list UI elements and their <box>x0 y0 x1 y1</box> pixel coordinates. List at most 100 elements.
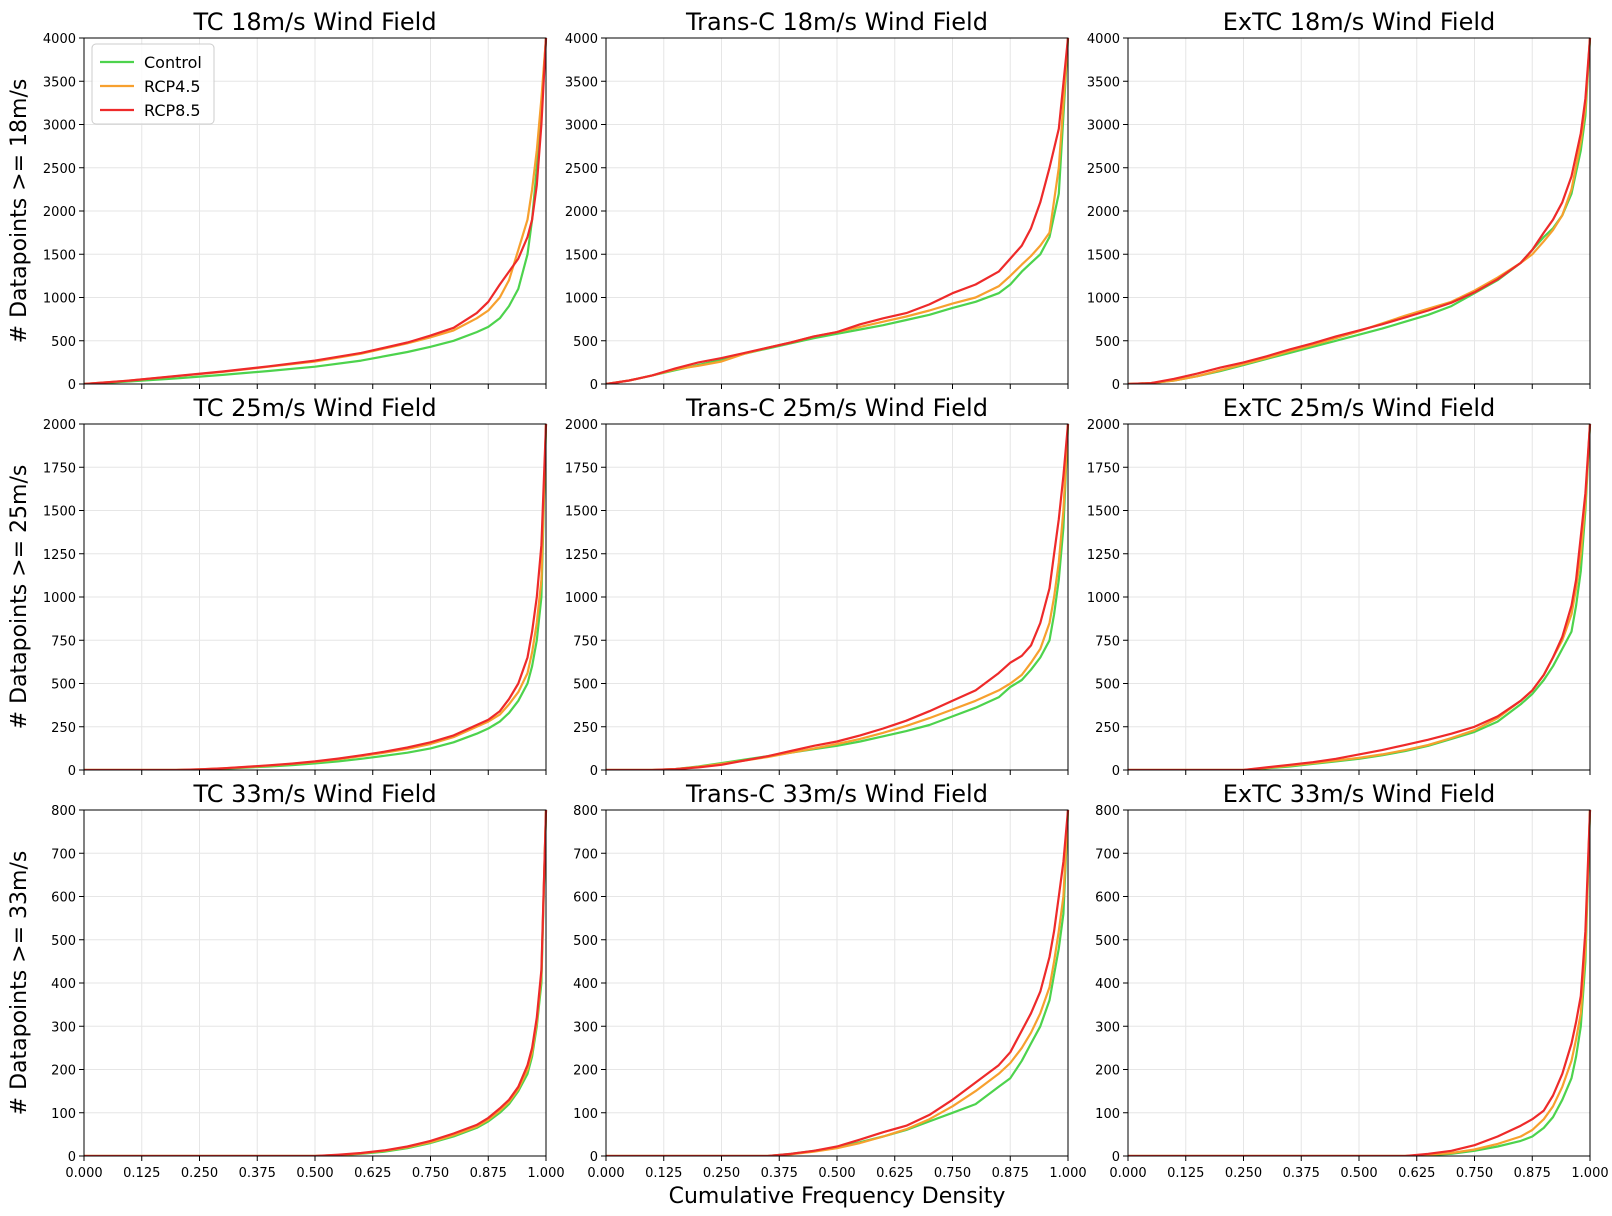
y-tick-label: 2500 <box>43 162 76 177</box>
y-tick-label: 500 <box>1095 335 1120 350</box>
y-tick-label: 1000 <box>565 591 598 606</box>
figure-xlabel: Cumulative Frequency Density <box>669 1184 1006 1209</box>
y-tick-label: 750 <box>573 634 598 649</box>
y-tick-label: 2000 <box>565 418 598 433</box>
y-tick-label: 0 <box>68 1150 76 1165</box>
y-tick-label: 700 <box>51 847 76 862</box>
x-tick-label: 0.875 <box>1514 1166 1551 1181</box>
y-tick-label: 500 <box>1095 934 1120 949</box>
y-tick-label: 1250 <box>565 548 598 563</box>
y-tick-label: 1500 <box>1087 248 1120 263</box>
y-tick-label: 1250 <box>43 548 76 563</box>
x-tick-label: 0.500 <box>296 1166 333 1181</box>
y-tick-label: 800 <box>1095 804 1120 819</box>
y-tick-label: 800 <box>51 804 76 819</box>
legend-label: Control <box>144 53 202 72</box>
x-tick-label: 0.125 <box>123 1166 160 1181</box>
y-tick-label: 4000 <box>43 32 76 47</box>
y-tick-label: 500 <box>51 335 76 350</box>
y-tick-label: 250 <box>1095 721 1120 736</box>
y-tick-label: 2000 <box>43 205 76 220</box>
series-line <box>606 37 1070 384</box>
legend-box <box>91 43 215 125</box>
x-tick-label: 0.375 <box>761 1166 798 1181</box>
panel-title: ExTC 18m/s Wind Field <box>1223 8 1495 36</box>
y-tick-label: 100 <box>1095 1107 1120 1122</box>
y-tick-label: 3500 <box>43 75 76 90</box>
y-tick-label: 1000 <box>43 591 76 606</box>
x-tick-label: 0.125 <box>645 1166 682 1181</box>
series-line <box>1128 423 1592 770</box>
x-tick-label: 0.250 <box>703 1166 740 1181</box>
y-tick-label: 300 <box>573 1020 598 1035</box>
x-tick-label: 0.625 <box>354 1166 391 1181</box>
chart-panel: 0 250 500 750 1000 1250 1500 1750 2000 ExTC 25m/s… <box>1087 394 1592 779</box>
panel-title: TC 33m/s Wind Field <box>192 780 436 808</box>
series-line <box>84 809 548 1156</box>
y-tick-label: 0 <box>1112 764 1120 779</box>
y-tick-label: 500 <box>573 934 598 949</box>
y-tick-label: 800 <box>573 804 598 819</box>
x-tick-label: 0.000 <box>587 1166 624 1181</box>
y-tick-label: 400 <box>573 977 598 992</box>
y-tick-label: 400 <box>1095 977 1120 992</box>
y-tick-label: 100 <box>51 1107 76 1122</box>
y-tick-label: 0 <box>68 764 76 779</box>
y-tick-label: 1000 <box>1087 292 1120 307</box>
y-tick-label: 3000 <box>1087 119 1120 134</box>
x-tick-label: 0.375 <box>239 1166 276 1181</box>
y-tick-label: 0 <box>1112 378 1120 393</box>
panel-title: Trans-C 25m/s Wind Field <box>685 394 988 422</box>
chart-panel: 0 500 1000 1500 2000 2500 3000 3500 4000 TC 18m/s… <box>7 8 548 393</box>
y-tick-label: 2500 <box>565 162 598 177</box>
series-line <box>1128 37 1592 384</box>
chart-panel: 0.000 0.125 0.250 0.375 0.500 0.625 0.750 0.875… <box>1095 780 1608 1181</box>
y-tick-label: 1500 <box>1087 505 1120 520</box>
y-tick-label: 500 <box>573 678 598 693</box>
legend: Control RCP4.5 RCP8.5 <box>91 43 215 125</box>
y-tick-label: 4000 <box>1087 32 1120 47</box>
y-tick-label: 2000 <box>1087 418 1120 433</box>
x-tick-label: 0.500 <box>1340 1166 1377 1181</box>
y-tick-label: 0 <box>68 378 76 393</box>
legend-label: RCP8.5 <box>144 101 201 120</box>
y-tick-label: 250 <box>573 721 598 736</box>
x-tick-label: 1.000 <box>1571 1166 1608 1181</box>
x-tick-label: 0.750 <box>1456 1166 1493 1181</box>
y-tick-label: 600 <box>51 891 76 906</box>
y-axis-label: # Datapoints >= 25m/s <box>7 465 32 730</box>
y-tick-label: 2000 <box>1087 205 1120 220</box>
series-line <box>1128 809 1592 1156</box>
chart-panel: 0.000 0.125 0.250 0.375 0.500 0.625 0.750 0.875… <box>7 780 565 1181</box>
y-tick-label: 750 <box>1095 634 1120 649</box>
x-tick-label: 0.000 <box>65 1166 102 1181</box>
series-line <box>84 423 548 770</box>
y-tick-label: 500 <box>1095 678 1120 693</box>
panel-title: TC 25m/s Wind Field <box>192 394 436 422</box>
y-tick-label: 2000 <box>43 418 76 433</box>
y-tick-label: 2000 <box>565 205 598 220</box>
y-tick-label: 3000 <box>565 119 598 134</box>
y-tick-label: 2500 <box>1087 162 1120 177</box>
panel-title: Trans-C 33m/s Wind Field <box>685 780 988 808</box>
panel-title: ExTC 25m/s Wind Field <box>1223 394 1495 422</box>
y-tick-label: 500 <box>51 678 76 693</box>
y-tick-label: 300 <box>1095 1020 1120 1035</box>
chart-panel: 0.000 0.125 0.250 0.375 0.500 0.625 0.750 0.875… <box>573 780 1086 1181</box>
y-tick-label: 600 <box>573 891 598 906</box>
y-tick-label: 200 <box>51 1064 76 1079</box>
legend-label: RCP4.5 <box>144 77 201 96</box>
x-tick-label: 0.250 <box>1225 1166 1262 1181</box>
series-line <box>606 423 1070 770</box>
x-tick-label: 0.250 <box>181 1166 218 1181</box>
y-tick-label: 700 <box>573 847 598 862</box>
chart-panel: 0 250 500 750 1000 1250 1500 1750 2000 Trans-C 25… <box>565 394 1070 779</box>
y-tick-label: 3500 <box>565 75 598 90</box>
y-tick-label: 1000 <box>565 292 598 307</box>
x-tick-label: 0.625 <box>876 1166 913 1181</box>
y-tick-label: 1000 <box>43 292 76 307</box>
x-tick-label: 0.125 <box>1167 1166 1204 1181</box>
x-tick-label: 0.875 <box>470 1166 507 1181</box>
